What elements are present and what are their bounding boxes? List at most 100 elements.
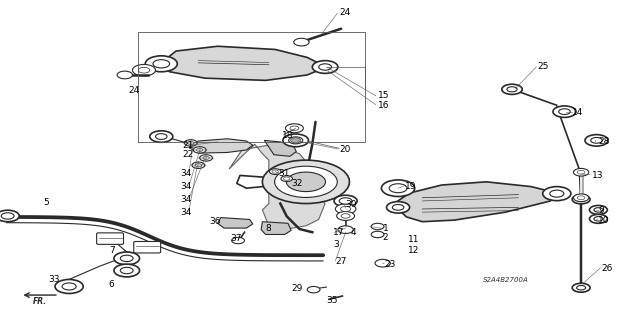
Circle shape — [337, 211, 355, 220]
Circle shape — [550, 190, 564, 197]
Circle shape — [192, 162, 205, 168]
Circle shape — [132, 64, 156, 76]
Text: 27: 27 — [335, 257, 347, 266]
Circle shape — [193, 147, 206, 153]
Text: 8: 8 — [266, 224, 271, 233]
Text: 7: 7 — [109, 246, 115, 255]
Circle shape — [117, 71, 132, 79]
Text: 31: 31 — [278, 169, 290, 178]
Text: 26: 26 — [602, 264, 613, 273]
Text: 33: 33 — [48, 275, 60, 284]
Text: 3: 3 — [333, 241, 339, 249]
Text: 19: 19 — [404, 182, 416, 191]
Text: 5: 5 — [44, 198, 49, 207]
Circle shape — [392, 204, 404, 210]
Circle shape — [502, 84, 522, 94]
Circle shape — [196, 148, 203, 152]
Circle shape — [577, 170, 585, 174]
Circle shape — [232, 237, 244, 244]
Circle shape — [203, 156, 209, 160]
Text: 23: 23 — [384, 260, 396, 269]
Text: 21: 21 — [182, 141, 194, 150]
Circle shape — [275, 166, 337, 197]
FancyBboxPatch shape — [97, 233, 124, 244]
Circle shape — [269, 169, 281, 174]
Circle shape — [335, 204, 356, 214]
Circle shape — [150, 131, 173, 142]
Circle shape — [341, 214, 350, 218]
Circle shape — [559, 109, 570, 115]
Text: 28: 28 — [598, 137, 610, 146]
Text: FR.: FR. — [33, 297, 47, 306]
Circle shape — [543, 187, 571, 201]
Circle shape — [272, 170, 278, 173]
Text: 34: 34 — [180, 182, 192, 191]
Circle shape — [371, 223, 384, 230]
Circle shape — [340, 206, 351, 211]
Circle shape — [389, 184, 407, 193]
Circle shape — [284, 177, 290, 180]
Polygon shape — [189, 139, 253, 153]
Circle shape — [371, 231, 384, 238]
Circle shape — [114, 264, 140, 277]
Text: 11: 11 — [408, 235, 420, 244]
Text: 34: 34 — [180, 195, 192, 204]
Text: 1: 1 — [383, 224, 388, 233]
Text: 35: 35 — [326, 296, 338, 305]
Text: 18: 18 — [282, 131, 293, 140]
Circle shape — [594, 208, 603, 212]
Text: 2: 2 — [383, 233, 388, 242]
Text: 30: 30 — [346, 200, 357, 209]
Circle shape — [553, 106, 576, 117]
Circle shape — [290, 126, 299, 130]
Circle shape — [289, 137, 303, 144]
Circle shape — [334, 195, 357, 207]
Text: 22: 22 — [182, 150, 194, 159]
Text: 24: 24 — [128, 86, 140, 95]
Text: 9: 9 — [598, 206, 604, 215]
Text: 10: 10 — [598, 216, 610, 225]
Circle shape — [572, 195, 590, 204]
Circle shape — [291, 138, 301, 143]
Circle shape — [156, 134, 167, 139]
Circle shape — [338, 226, 353, 234]
Text: 4: 4 — [351, 228, 356, 237]
Text: 37: 37 — [230, 234, 242, 243]
Text: 32: 32 — [291, 179, 303, 188]
Text: 15: 15 — [378, 91, 389, 100]
Text: 14: 14 — [572, 108, 583, 117]
Text: 36: 36 — [209, 217, 221, 226]
Circle shape — [319, 64, 332, 70]
Circle shape — [594, 217, 603, 221]
Circle shape — [572, 283, 590, 292]
Circle shape — [381, 180, 415, 197]
Text: 20: 20 — [339, 145, 351, 154]
Text: 34: 34 — [180, 208, 192, 217]
Circle shape — [573, 194, 589, 202]
Circle shape — [589, 205, 607, 214]
Circle shape — [577, 197, 586, 202]
Text: 16: 16 — [378, 101, 389, 110]
Circle shape — [153, 60, 170, 68]
Circle shape — [195, 164, 202, 167]
Circle shape — [589, 214, 607, 223]
Circle shape — [507, 87, 517, 92]
Circle shape — [591, 137, 602, 143]
Polygon shape — [160, 46, 326, 80]
Circle shape — [1, 213, 14, 219]
Circle shape — [339, 198, 352, 204]
Text: 17: 17 — [333, 228, 344, 237]
Circle shape — [62, 283, 76, 290]
Circle shape — [188, 141, 194, 145]
Circle shape — [577, 286, 586, 290]
FancyBboxPatch shape — [134, 241, 161, 253]
Circle shape — [200, 155, 212, 161]
Circle shape — [55, 279, 83, 293]
Circle shape — [283, 134, 308, 147]
Text: 24: 24 — [339, 8, 351, 17]
Circle shape — [307, 286, 320, 293]
Circle shape — [375, 259, 390, 267]
Circle shape — [573, 168, 589, 176]
Polygon shape — [396, 182, 557, 222]
Text: 12: 12 — [408, 246, 420, 255]
